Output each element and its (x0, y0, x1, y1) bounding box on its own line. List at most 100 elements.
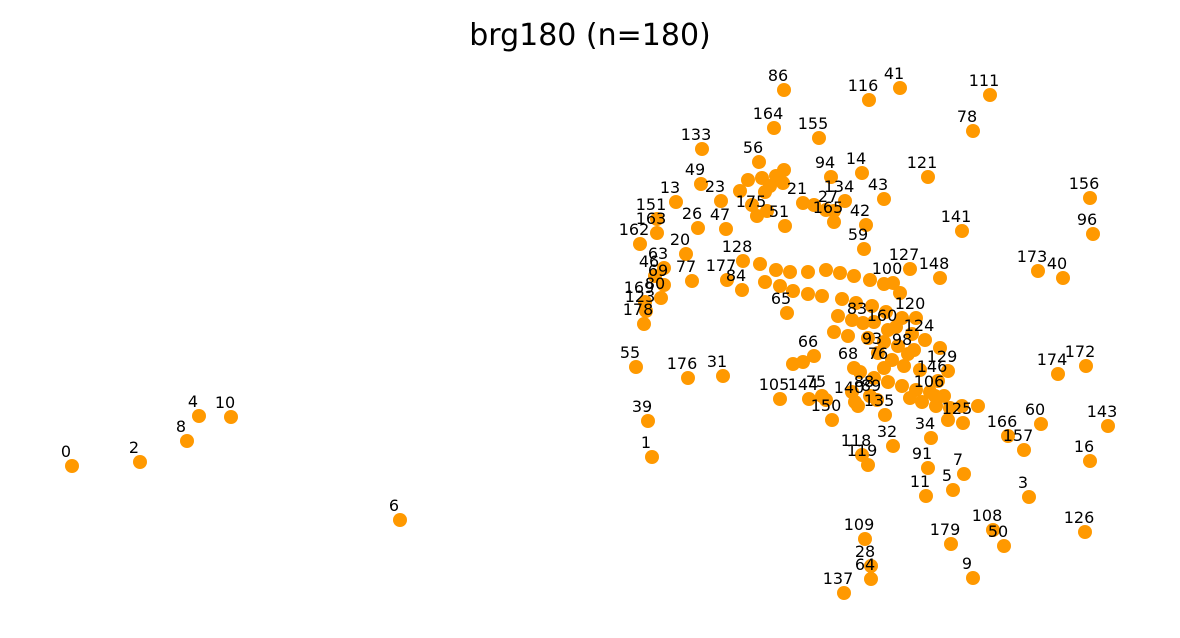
point-label-106: 106 (914, 372, 945, 391)
point-label-178: 178 (623, 300, 654, 319)
point-label-50: 50 (988, 522, 1008, 541)
point-label-100: 100 (872, 259, 903, 278)
point-label-84: 84 (726, 266, 746, 285)
data-point-46 (648, 269, 662, 283)
point-label-2: 2 (129, 438, 139, 457)
data-point-11 (919, 489, 933, 503)
data-point (881, 375, 895, 389)
data-point (801, 287, 815, 301)
data-point-156 (1083, 191, 1097, 205)
data-point-75 (815, 389, 829, 403)
data-point-80 (654, 291, 668, 305)
data-point (758, 185, 772, 199)
data-point-176 (681, 371, 695, 385)
chart-title: brg180 (n=180) (469, 18, 711, 53)
data-point (783, 265, 797, 279)
point-label-39: 39 (632, 397, 652, 416)
data-point (835, 292, 849, 306)
point-label-93: 93 (862, 329, 882, 348)
point-label-156: 156 (1069, 174, 1100, 193)
data-point-129 (941, 364, 955, 378)
data-point-177 (720, 273, 734, 287)
point-label-105: 105 (759, 375, 790, 394)
data-point-23 (714, 194, 728, 208)
data-point-13 (669, 195, 683, 209)
data-point (879, 305, 893, 319)
point-label-8: 8 (176, 417, 186, 436)
data-point-16 (1083, 454, 1097, 468)
point-label-96: 96 (1077, 210, 1097, 229)
data-point-93 (871, 346, 885, 360)
data-point (769, 263, 783, 277)
point-label-133: 133 (681, 125, 712, 144)
data-point-14 (855, 166, 869, 180)
point-label-162: 162 (619, 220, 650, 239)
data-point-65 (780, 306, 794, 320)
point-label-160: 160 (867, 306, 898, 325)
data-point-108 (986, 523, 1000, 537)
data-point-5 (946, 483, 960, 497)
point-label-116: 116 (848, 76, 879, 95)
data-point-134 (838, 194, 852, 208)
point-label-65: 65 (771, 289, 791, 308)
data-point (955, 399, 969, 413)
data-point-175 (750, 209, 764, 223)
data-point-106 (928, 389, 942, 403)
data-point-34 (924, 431, 938, 445)
data-point-21 (796, 196, 810, 210)
data-point-68 (847, 361, 861, 375)
data-point-50 (997, 539, 1011, 553)
point-label-77: 77 (676, 257, 696, 276)
data-point-64 (864, 572, 878, 586)
data-point-76 (877, 361, 891, 375)
point-label-173: 173 (1017, 247, 1048, 266)
data-point-2 (133, 455, 147, 469)
point-label-125: 125 (942, 399, 973, 418)
data-point-1 (645, 450, 659, 464)
data-point (903, 391, 917, 405)
data-point (801, 265, 815, 279)
data-point (819, 263, 833, 277)
data-point-127 (903, 262, 917, 276)
data-point-9 (966, 571, 980, 585)
data-point-3 (1022, 490, 1036, 504)
data-point-27 (827, 204, 841, 218)
point-label-169: 169 (624, 278, 655, 297)
point-label-179: 179 (930, 520, 961, 539)
data-point-63 (657, 261, 671, 275)
data-point (867, 315, 881, 329)
data-point (831, 309, 845, 323)
point-label-127: 127 (889, 245, 920, 264)
point-label-135: 135 (864, 391, 895, 410)
point-label-141: 141 (941, 207, 972, 226)
point-label-64: 64 (855, 555, 875, 574)
data-point (897, 359, 911, 373)
data-point-83 (856, 316, 870, 330)
data-point-4 (192, 409, 206, 423)
data-point-179 (944, 537, 958, 551)
point-label-134: 134 (824, 177, 855, 196)
point-label-26: 26 (682, 204, 702, 223)
data-point-124 (918, 333, 932, 347)
point-label-75: 75 (806, 372, 826, 391)
data-point-148 (933, 271, 947, 285)
point-label-3: 3 (1018, 473, 1028, 492)
point-label-49: 49 (685, 160, 705, 179)
point-label-5: 5 (942, 466, 952, 485)
point-label-43: 43 (868, 175, 888, 194)
point-label-1: 1 (641, 433, 651, 452)
point-label-163: 163 (636, 209, 667, 228)
data-point (841, 329, 855, 343)
point-label-172: 172 (1065, 342, 1096, 361)
data-point-121 (921, 170, 935, 184)
point-label-83: 83 (847, 299, 867, 318)
data-point-100 (886, 276, 900, 290)
data-point (861, 331, 875, 345)
point-label-60: 60 (1025, 400, 1045, 419)
data-point (877, 335, 891, 349)
data-point-89 (870, 393, 884, 407)
data-point-135 (878, 408, 892, 422)
data-point (773, 279, 787, 293)
point-label-128: 128 (722, 237, 753, 256)
data-point (786, 284, 800, 298)
